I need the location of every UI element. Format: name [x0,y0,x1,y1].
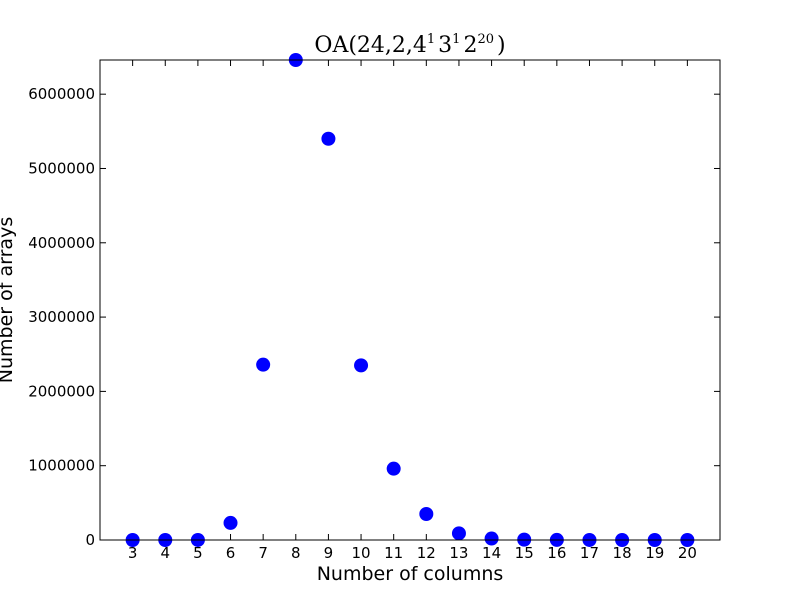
plot-frame [99,59,721,541]
x-tick-label: 4 [160,544,170,562]
y-tick-label: 1000000 [28,457,95,475]
data-point [419,506,434,521]
y-tick-label: 6000000 [28,85,95,103]
x-tick-label: 7 [258,544,268,562]
x-tick-label: 18 [613,544,632,562]
chart-title-exp2: 1 [452,32,460,47]
chart-title-exp3: 20 [477,32,494,47]
x-tick-label: 16 [547,544,566,562]
y-tick-label: 0 [85,531,95,549]
x-tick-label: 12 [417,544,436,562]
x-tick-label: 13 [449,544,468,562]
x-tick-label: 9 [324,544,334,562]
y-tick-label: 2000000 [28,382,95,400]
x-tick-label: 5 [193,544,203,562]
data-points [125,53,695,547]
chart-title-exp1: 1 [427,32,435,47]
chart-title-suffix: ) [497,33,506,58]
y-tick-label: 4000000 [28,234,95,252]
y-tick-label: 3000000 [28,308,95,326]
data-point [451,526,466,541]
x-tick-label: 14 [482,544,501,562]
x-tick-label: 17 [580,544,599,562]
chart-title-prefix: OA(24,2,4 [314,33,426,58]
x-axis-label: Number of columns [317,563,504,585]
data-point [256,357,271,372]
x-tick-label: 3 [128,544,138,562]
x-tick-label: 15 [515,544,534,562]
axis-ticks: 3 4 5 6 7 8 9 10 11 12 13 14 15 16 17 18 19 20 0 1000000 200… [28,60,720,562]
data-point [354,358,369,373]
chart-title: OA(24,2,41 31 220) [314,32,505,58]
chart-title-mid2: 2 [463,33,477,58]
data-point [321,131,336,146]
data-point [223,515,238,530]
x-tick-label: 8 [291,544,301,562]
x-tick-label: 6 [226,544,236,562]
y-tick-label: 5000000 [28,159,95,177]
y-axis-label: Number of arrays [0,217,17,383]
x-tick-label: 19 [645,544,664,562]
x-tick-label: 11 [384,544,403,562]
chart-title-mid1: 3 [438,33,452,58]
data-point [484,531,499,546]
x-tick-label: 20 [678,544,697,562]
x-tick-label: 10 [352,544,371,562]
data-point [386,461,401,476]
